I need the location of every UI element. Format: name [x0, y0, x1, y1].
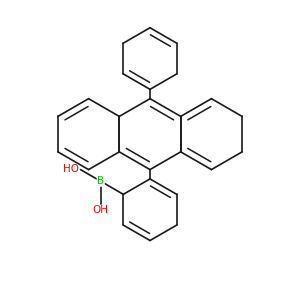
Text: OH: OH	[93, 205, 109, 214]
Text: HO: HO	[63, 164, 79, 174]
Text: B: B	[97, 176, 104, 186]
